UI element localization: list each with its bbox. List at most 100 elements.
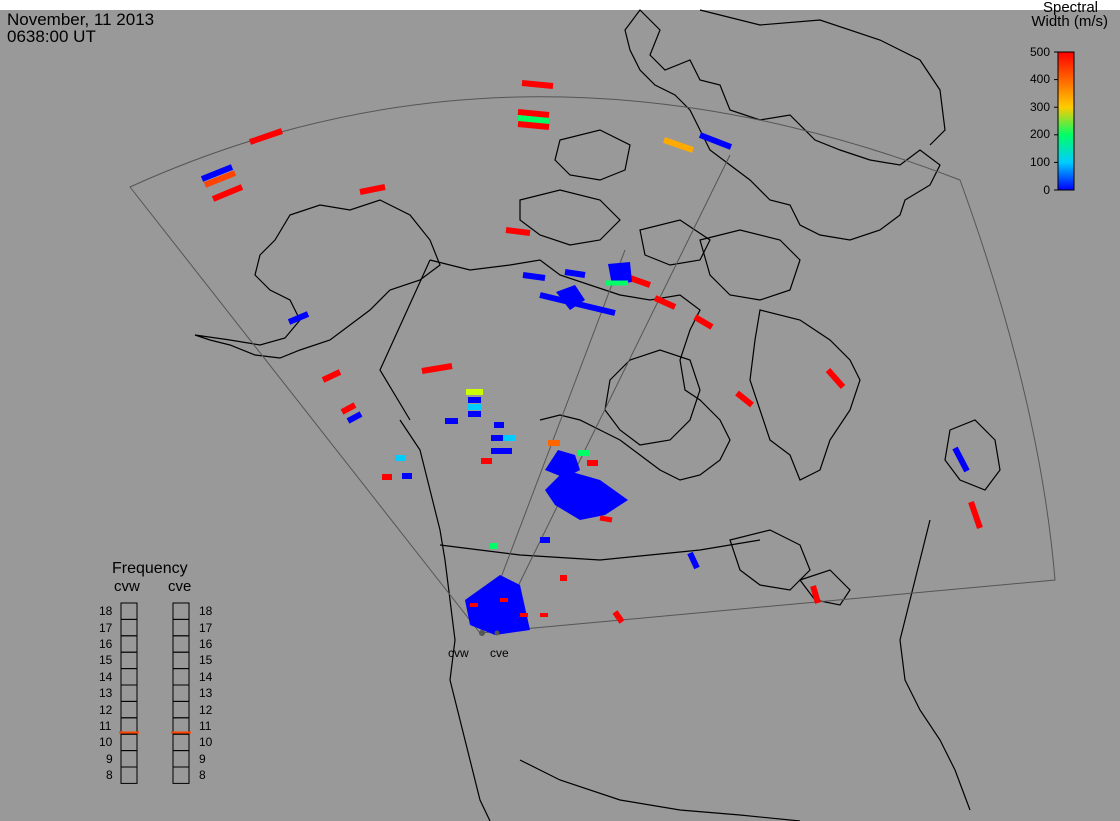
- frequency-cell: [120, 651, 138, 670]
- echo: [810, 585, 821, 604]
- colorbar-tick: 500: [1029, 45, 1050, 59]
- echo-cluster-arctic-2: [608, 262, 632, 285]
- frequency-cell: [120, 668, 138, 686]
- frequency-scales: [119, 602, 191, 784]
- frequency-cell: [120, 602, 138, 620]
- echo-cluster-accent: [470, 280, 628, 617]
- frequency-cell: [120, 700, 138, 719]
- colorbar-tick: 300: [1029, 100, 1050, 114]
- colorbar-gradient: [1057, 51, 1075, 191]
- echo: [687, 551, 700, 570]
- frequency-tick-right: 13: [199, 686, 213, 701]
- frequency-cell: [172, 668, 190, 686]
- frequency-cell: [120, 684, 138, 702]
- frequency-cell: [172, 618, 190, 637]
- echo-cluster-arctic: [556, 285, 585, 310]
- alaska-canada-border: [379, 259, 431, 421]
- echo: [346, 411, 363, 424]
- lake-2: [799, 569, 851, 606]
- greenland-north: [699, 9, 946, 146]
- frequency-tick-left: 13: [99, 686, 113, 701]
- frequency-cell: [120, 750, 138, 768]
- top-strip: [0, 0, 1120, 10]
- site-label-cve: cve: [490, 646, 509, 660]
- echo: [698, 132, 733, 150]
- echo: [522, 272, 546, 281]
- frequency-cell: [120, 766, 138, 784]
- echo: [200, 164, 234, 182]
- frequency-tick-right: 14: [199, 669, 213, 684]
- fov-beam-cve: [494, 154, 731, 634]
- frequency-cell: [120, 618, 138, 637]
- frequency-tick-right: 18: [199, 604, 213, 619]
- echo: [599, 515, 613, 523]
- echo: [517, 115, 550, 124]
- canada-arctic-coast: [429, 259, 731, 481]
- echo: [421, 363, 453, 374]
- echo: [564, 269, 586, 278]
- frequency-tick-left: 11: [99, 719, 112, 733]
- canada-us-border: [439, 539, 761, 561]
- echo-cluster-main: [545, 470, 628, 520]
- colorbar-ticks: [1054, 51, 1058, 191]
- date-label: November, 11 2013: [7, 10, 155, 29]
- frequency-tick-left: 17: [99, 620, 113, 635]
- frequency-cell: [172, 700, 190, 719]
- echo: [521, 80, 554, 89]
- frequency-cell: [172, 651, 190, 670]
- frequency-tick-right: 17: [199, 620, 213, 635]
- mexico-coast: [519, 759, 801, 821]
- frequency-tick-right: 8: [199, 768, 206, 783]
- colorbar-title-line1: Spectral: [1042, 0, 1098, 16]
- echo: [663, 137, 694, 153]
- frequency-tick-right: 15: [199, 653, 213, 668]
- echo: [287, 311, 310, 325]
- arctic-island-3: [639, 219, 711, 266]
- echo: [203, 170, 237, 188]
- fov-boundary: [129, 96, 1056, 634]
- echo: [612, 610, 625, 624]
- site-marker-cve: [494, 630, 500, 636]
- frequency-tick-left: 8: [106, 768, 113, 783]
- frequency-tick-right: 12: [199, 702, 213, 717]
- echo: [825, 368, 846, 389]
- frequency-cell: [120, 733, 138, 752]
- frequency-radar-label-cvw: cvw: [114, 578, 140, 595]
- frequency-cell: [172, 684, 190, 702]
- echo: [517, 109, 550, 118]
- colorbar-tick: 400: [1029, 72, 1050, 86]
- echo: [340, 402, 357, 415]
- echo: [359, 184, 386, 195]
- frequency-title: Frequency: [112, 560, 188, 577]
- newfoundland-coast: [944, 419, 1001, 491]
- echo: [952, 446, 970, 473]
- frequency-tick-right: 9: [199, 751, 206, 766]
- us-west-coast: [399, 419, 491, 821]
- frequency-cell: [172, 635, 190, 653]
- echo: [505, 227, 531, 236]
- frequency-tick-left: 12: [99, 702, 113, 717]
- frequency-tick-left: 9: [106, 751, 113, 766]
- frequency-tick-left: 18: [99, 604, 113, 619]
- arctic-island-1: [519, 189, 621, 246]
- alaska-coast: [194, 199, 441, 359]
- baffin-island: [699, 229, 801, 301]
- frequency-tick-left: 15: [99, 653, 113, 668]
- time-label: 0638:00 UT: [7, 27, 96, 46]
- quebec-coast: [749, 309, 861, 481]
- frequency-radar-label-cve: cve: [168, 578, 192, 595]
- us-east-coast: [899, 519, 971, 811]
- echo: [653, 295, 677, 310]
- hudson-bay-coast: [604, 349, 701, 446]
- great-lakes: [729, 529, 811, 591]
- fov-outline: [129, 96, 1056, 634]
- frequency-cell: [172, 602, 190, 620]
- echo-cluster-south: [465, 575, 530, 635]
- frequency-tick-left: 14: [99, 669, 113, 684]
- echo-cluster: [465, 262, 632, 635]
- frequency-cell: [120, 635, 138, 653]
- echo: [968, 501, 983, 529]
- frequency-tick-right: 10: [199, 735, 213, 750]
- echo: [517, 121, 550, 130]
